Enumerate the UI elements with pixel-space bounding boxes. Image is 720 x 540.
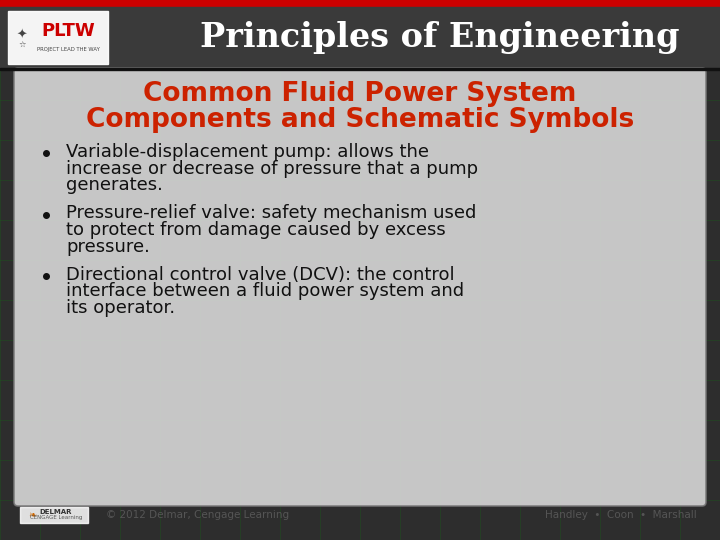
- Bar: [0, 68, 720, 70]
- Text: ☆: ☆: [18, 41, 26, 50]
- Text: ✦: ✦: [17, 29, 27, 42]
- Text: increase or decrease of pressure that a pump: increase or decrease of pressure that a …: [66, 159, 478, 178]
- Text: © 2012 Delmar, Cengage Learning: © 2012 Delmar, Cengage Learning: [106, 510, 289, 520]
- Text: Components and Schematic Symbols: Components and Schematic Symbols: [86, 107, 634, 133]
- Text: PROJECT LEAD THE WAY: PROJECT LEAD THE WAY: [37, 46, 99, 52]
- Text: generates.: generates.: [66, 176, 163, 194]
- Text: CENGAGE Learning: CENGAGE Learning: [30, 516, 82, 521]
- Text: to protect from damage caused by excess: to protect from damage caused by excess: [66, 221, 446, 239]
- Bar: [20, 507, 88, 523]
- Bar: [0, 0, 720, 7]
- Text: PLTW: PLTW: [41, 22, 95, 40]
- Text: Pressure-relief valve: safety mechanism used: Pressure-relief valve: safety mechanism …: [66, 205, 477, 222]
- Text: ❧: ❧: [28, 510, 36, 520]
- Text: pressure.: pressure.: [66, 238, 150, 255]
- Text: DELMAR: DELMAR: [40, 509, 72, 515]
- Bar: [0, 7, 720, 68]
- Text: Common Fluid Power System: Common Fluid Power System: [143, 81, 577, 107]
- FancyBboxPatch shape: [14, 68, 706, 506]
- Text: Handley  •  Coon  •  Marshall: Handley • Coon • Marshall: [545, 510, 697, 520]
- Text: Principles of Engineering: Principles of Engineering: [200, 21, 680, 54]
- Text: Variable-displacement pump: allows the: Variable-displacement pump: allows the: [66, 143, 429, 161]
- Bar: [8, 11, 108, 64]
- Text: interface between a fluid power system and: interface between a fluid power system a…: [66, 282, 464, 300]
- Text: its operator.: its operator.: [66, 299, 175, 317]
- Text: Directional control valve (DCV): the control: Directional control valve (DCV): the con…: [66, 266, 454, 284]
